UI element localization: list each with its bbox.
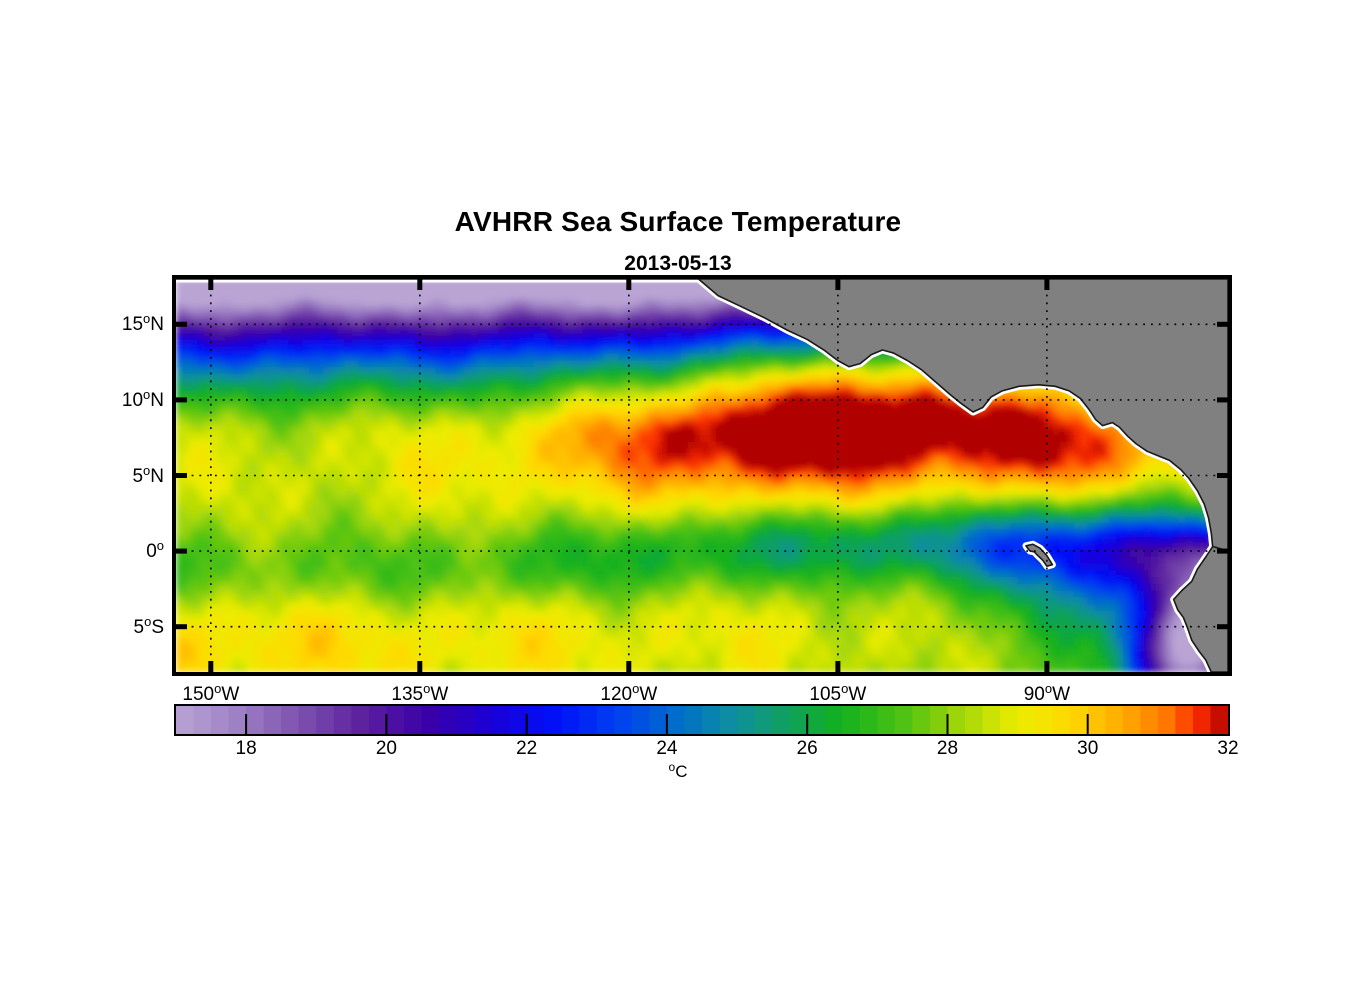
x-tick-label: 135oW [391,681,449,705]
colorbar-tick-label: 20 [375,738,397,759]
y-tick-label: 5oS [133,613,165,638]
x-tick-label: 90oW [1023,681,1071,705]
page-title: AVHRR Sea Surface Temperature [454,206,902,237]
y-tick-label: 0o [146,538,164,563]
colorbar-tick-label: 22 [516,738,538,759]
grid-and-ticks [176,279,1228,672]
colorbar-tick-label: 24 [656,738,678,759]
y-tick-label: 5oN [132,462,164,487]
colorbar-tick-label: 30 [1077,738,1099,759]
colorbar-gradient [176,706,1228,734]
map-plot-area [172,275,1232,676]
figure-subtitle: 2013-05-13 [624,252,732,275]
land-galapagos [1025,543,1054,567]
x-tick-label: 120oW [600,681,658,705]
land-south-america-peru-ecuador [1172,545,1228,672]
x-tick-label: 150oW [182,681,240,705]
land-layer [176,279,1228,672]
land-north-america-mexico [176,279,1228,552]
y-tick-label: 10oN [121,386,164,411]
colorbar-tick-label: 32 [1217,738,1239,759]
colorbar-tick-label: 28 [936,738,959,759]
y-tick-label: 15oN [121,311,164,336]
colorbar-unit-label: oC [668,760,688,781]
colorbar-tick-label: 26 [796,738,818,759]
colorbar [174,704,1230,736]
sst-heatmap [176,279,1228,672]
colorbar-tick-label: 18 [235,738,257,759]
x-tick-label: 105oW [809,681,867,705]
